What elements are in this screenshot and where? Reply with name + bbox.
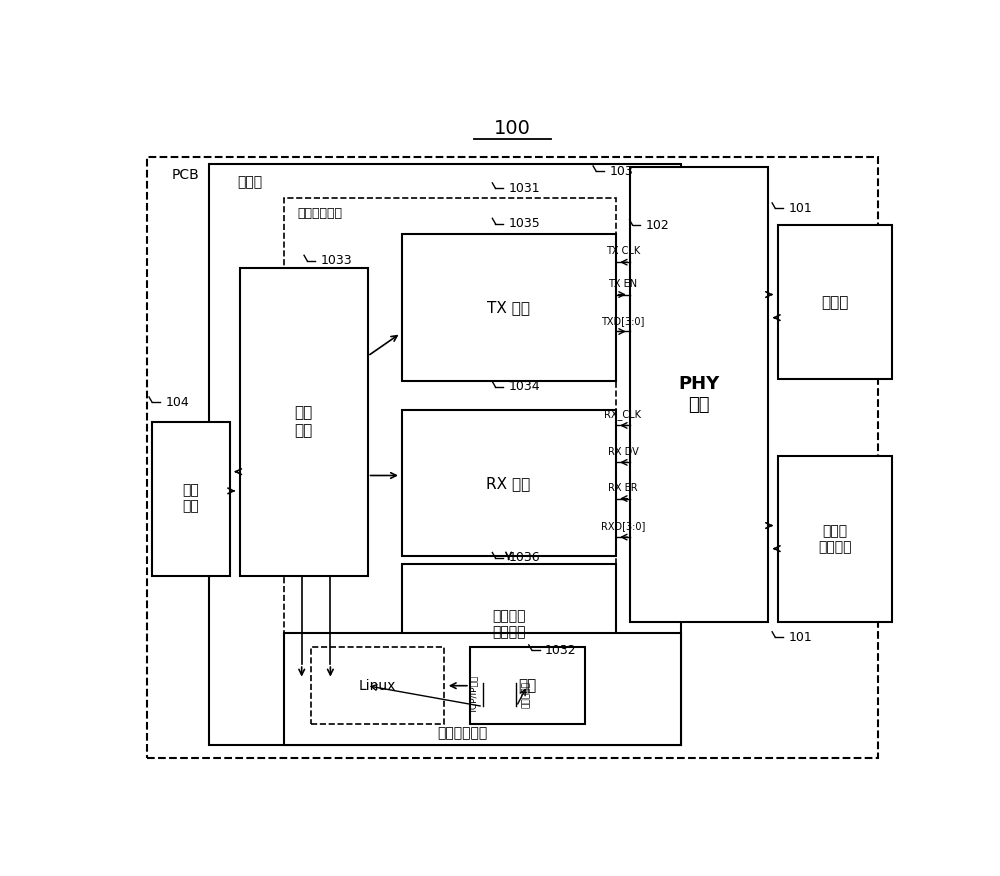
Text: TXD[3:0]: TXD[3:0]	[601, 315, 645, 326]
Bar	[402, 410, 616, 556]
Bar	[778, 225, 892, 379]
Text: 104: 104	[165, 396, 189, 409]
Text: 101: 101	[788, 631, 812, 644]
Text: RX 模块: RX 模块	[486, 476, 531, 491]
Text: 103: 103	[609, 165, 633, 178]
Bar	[470, 647, 585, 724]
Text: 100: 100	[494, 119, 531, 138]
Text: 1031: 1031	[509, 182, 540, 194]
Text: 报文分类
解码模块: 报文分类 解码模块	[492, 609, 525, 639]
Text: 101: 101	[788, 201, 812, 215]
Bar	[240, 267, 368, 576]
Text: 光模块: 光模块	[821, 294, 849, 310]
Bar	[311, 647, 444, 724]
Text: 1032: 1032	[545, 644, 577, 657]
Text: 1033: 1033	[320, 254, 352, 267]
Text: 接口
模块: 接口 模块	[294, 406, 312, 438]
Text: Linux: Linux	[359, 679, 396, 693]
Text: TX EN: TX EN	[608, 279, 638, 289]
Bar	[778, 456, 892, 622]
Bar	[284, 633, 681, 745]
Bar	[402, 564, 616, 683]
Text: RX DV: RX DV	[608, 447, 638, 456]
Text: 第一处理模块: 第一处理模块	[297, 208, 342, 220]
Bar	[284, 198, 616, 683]
Bar	[209, 164, 681, 745]
Text: 1036: 1036	[509, 551, 540, 564]
Text: RX ER: RX ER	[608, 483, 638, 493]
Text: PCB: PCB	[172, 168, 199, 182]
Bar	[402, 235, 616, 381]
Text: 第二处理模块: 第二处理模块	[437, 726, 487, 740]
Text: 102: 102	[646, 219, 670, 232]
Text: 1035: 1035	[509, 217, 540, 230]
Text: TCP/IP报文: TCP/IP报文	[469, 675, 478, 714]
Text: RXD[3:0]: RXD[3:0]	[601, 521, 645, 532]
Text: PHY
芯片: PHY 芯片	[679, 375, 720, 414]
Bar	[152, 421, 230, 576]
Text: 设备
接口: 设备 接口	[182, 484, 199, 513]
Bar	[147, 158, 878, 758]
Text: TX 模块: TX 模块	[487, 300, 530, 315]
Text: 光模块
（备用）: 光模块 （备用）	[818, 525, 852, 555]
Text: TX CLK: TX CLK	[606, 246, 640, 257]
Text: 处理器: 处理器	[237, 175, 262, 189]
Text: 自定义报文: 自定义报文	[522, 682, 531, 709]
Bar	[630, 167, 768, 622]
Text: 1034: 1034	[509, 380, 540, 393]
Text: RX_CLK: RX_CLK	[604, 409, 641, 420]
Text: 裸核: 裸核	[518, 678, 536, 693]
